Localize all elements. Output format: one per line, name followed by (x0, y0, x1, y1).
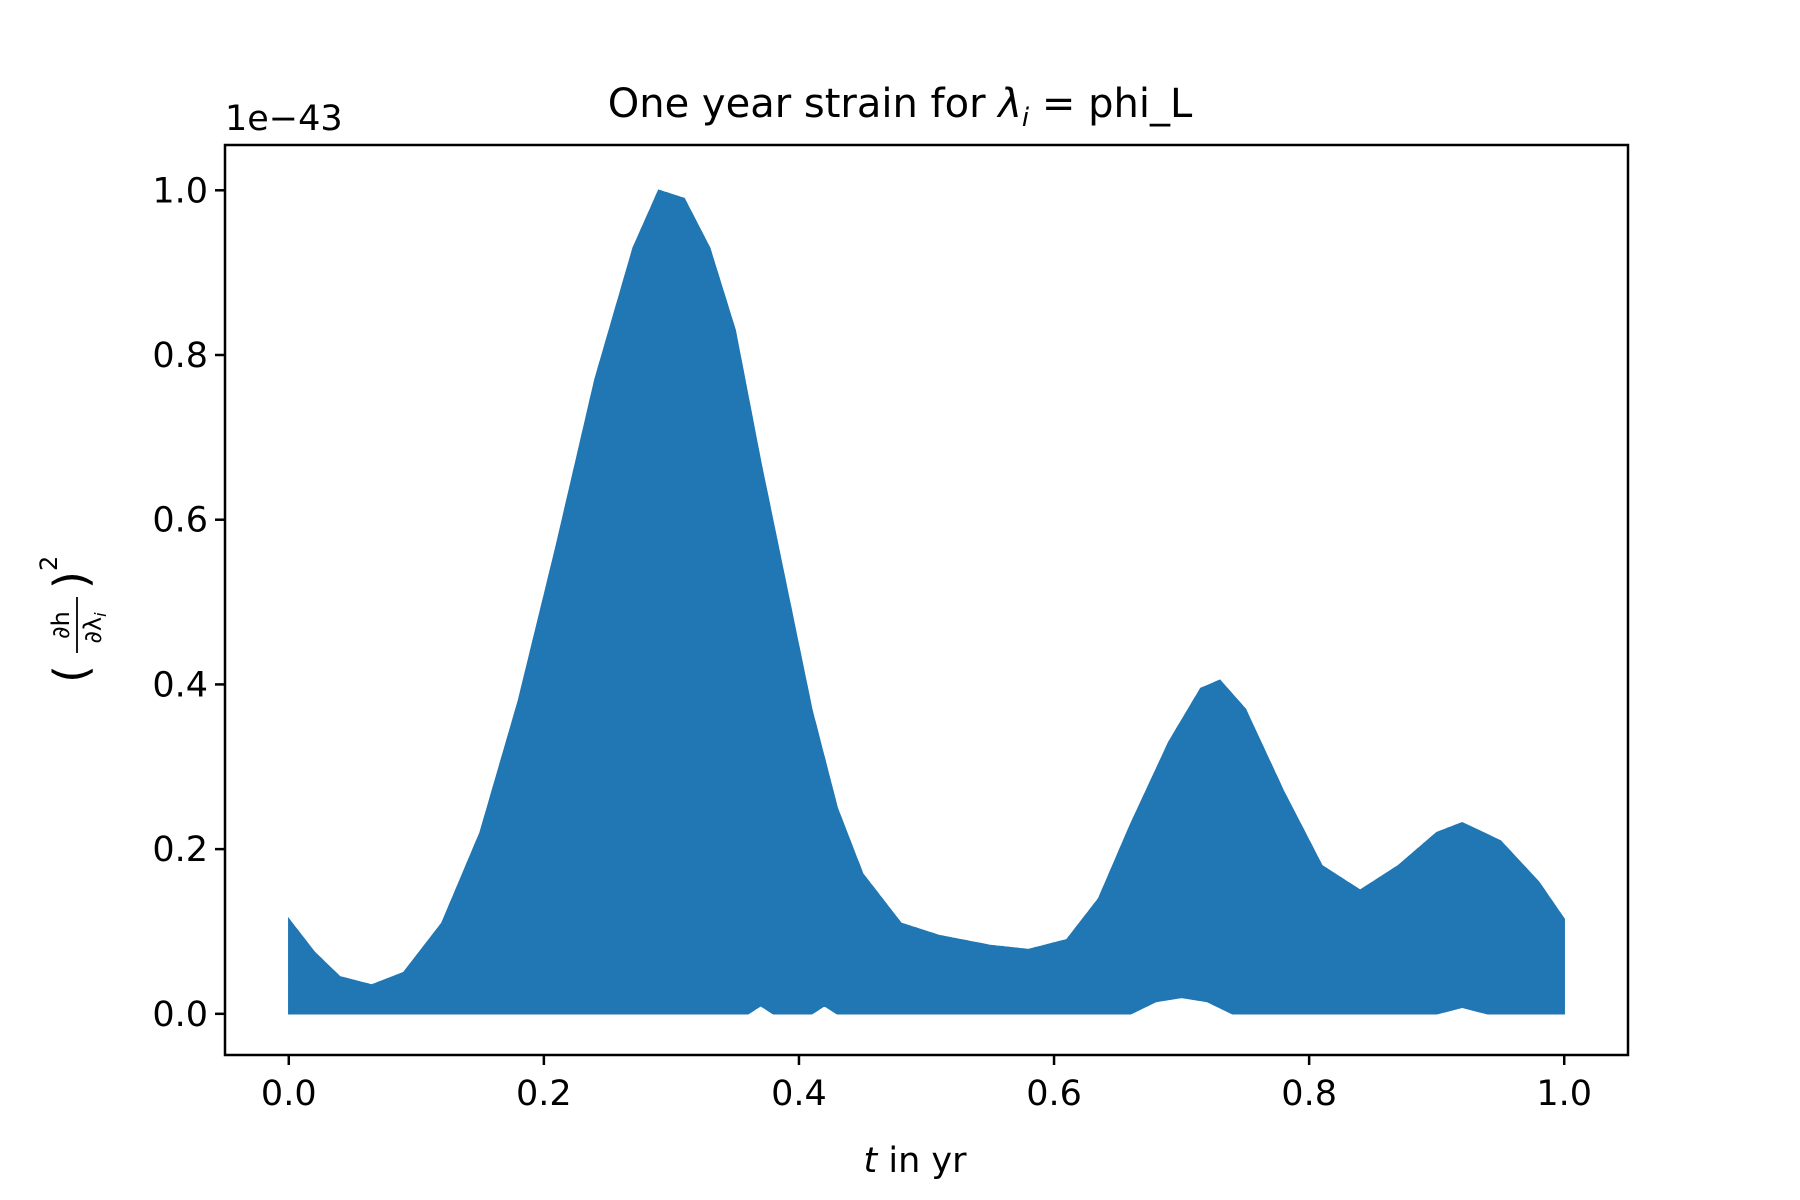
x-tick-label: 0.4 (771, 1074, 827, 1114)
y-tick-label: 0.2 (152, 830, 208, 870)
x-tick-label: 0.2 (516, 1074, 572, 1114)
y-label-exponent: 2 (35, 556, 63, 571)
y-label-left-paren: ( (44, 665, 98, 683)
y-label-right-paren: ) (44, 571, 98, 589)
y-label-numerator: ∂h (47, 611, 75, 639)
y-tick-label: 0.6 (152, 501, 208, 541)
x-tick-label: 0.8 (1281, 1074, 1337, 1114)
y-axis-label: ( ∂h ∂λi ) 2 (35, 556, 110, 683)
y-offset-text: 1e−43 (225, 99, 343, 139)
plot-area (288, 189, 1565, 1015)
y-label-denominator: ∂λi (79, 612, 110, 644)
x-tick-label: 0.0 (261, 1074, 317, 1114)
series-fill-0 (288, 189, 1565, 1015)
ticks: 0.0 0.2 0.4 0.6 0.8 1.0 0.0 0.2 0.4 0.6 0.8 1.0 (152, 171, 1592, 1114)
y-tick-label: 0.8 (152, 336, 208, 376)
y-tick-label: 0.4 (152, 665, 208, 705)
x-tick-label: 0.6 (1026, 1074, 1082, 1114)
axes-frame (223, 143, 1630, 1057)
x-tick-label: 1.0 (1536, 1074, 1592, 1114)
x-axis-label: t in yr (864, 1141, 968, 1181)
y-tick-label: 0.0 (152, 995, 208, 1035)
y-tick-label: 1.0 (152, 171, 208, 211)
chart-title: One year strain for λi = phi_L (608, 81, 1193, 133)
